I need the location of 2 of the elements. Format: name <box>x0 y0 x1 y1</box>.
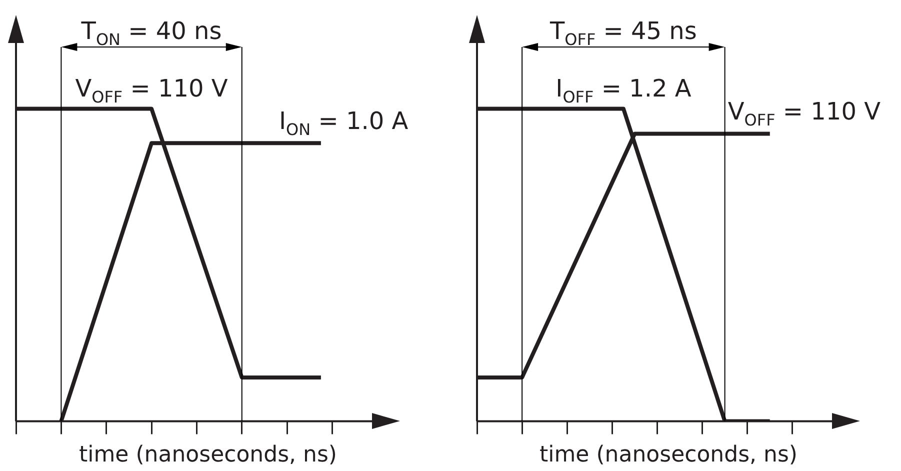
x-axis-title: time (nanoseconds, ns) <box>539 442 798 468</box>
x-axis-title: time (nanoseconds, ns) <box>78 442 338 468</box>
